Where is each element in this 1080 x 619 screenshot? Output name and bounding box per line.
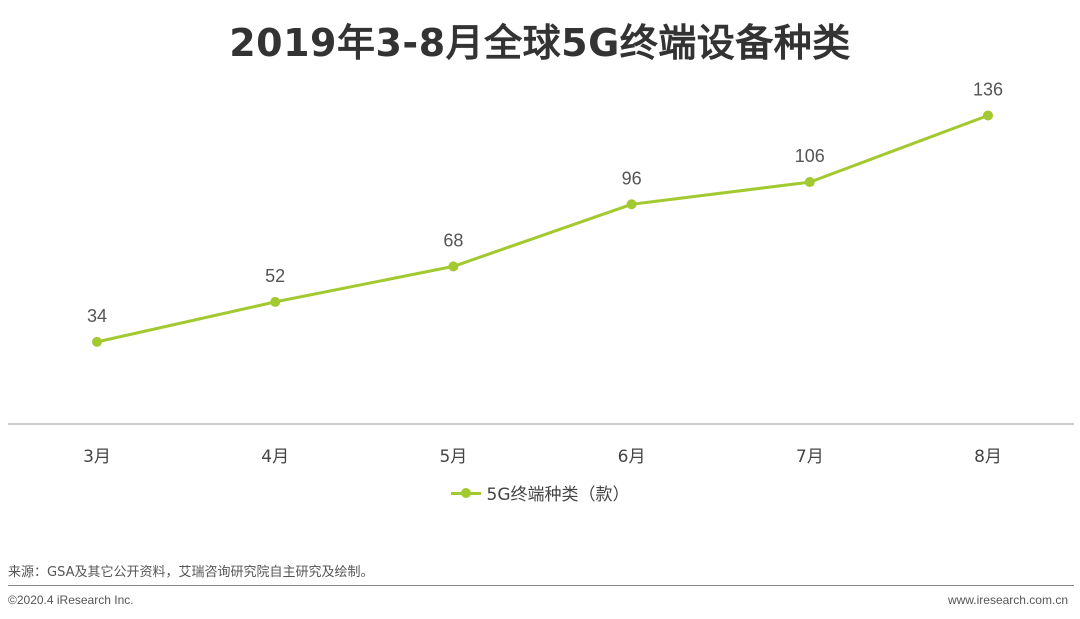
legend: 5G终端种类（款） — [0, 480, 1080, 505]
footer-divider — [8, 585, 1074, 586]
x-tick-label: 4月 — [261, 447, 289, 467]
data-point — [92, 336, 102, 347]
data-label: 34 — [87, 306, 107, 326]
data-point — [804, 177, 815, 188]
x-tick-label: 5月 — [439, 447, 467, 467]
legend-label: 5G终端种类（款） — [486, 485, 630, 505]
series-group — [92, 110, 993, 347]
x-tick-label: 6月 — [618, 447, 646, 467]
series-line — [96, 114, 989, 344]
line-chart: 34 52 68 96 106 136 3月 4月 5月 6月 7月 8月 — [8, 79, 1074, 467]
x-tick-label: 7月 — [796, 447, 824, 467]
data-label: 106 — [795, 146, 825, 166]
x-tick-label: 8月 — [974, 447, 1002, 467]
chart-title: 2019年3-8月全球5G终端设备种类 — [229, 21, 851, 65]
data-label: 68 — [443, 230, 463, 250]
website-text: www.iresearch.com.cn — [947, 593, 1068, 607]
x-tick-group: 3月 4月 5月 6月 7月 8月 — [83, 447, 1002, 467]
data-point — [270, 296, 281, 307]
copyright-text: ©2020.4 iResearch Inc. — [8, 593, 134, 607]
data-label: 136 — [973, 79, 1003, 99]
data-label-group: 34 52 68 96 106 136 — [87, 79, 1003, 325]
data-label: 96 — [622, 168, 642, 188]
data-point — [448, 261, 459, 272]
data-label: 52 — [265, 266, 285, 286]
x-tick-label: 3月 — [83, 447, 111, 467]
legend-swatch — [450, 487, 481, 499]
data-point — [983, 110, 993, 121]
data-point — [626, 199, 637, 210]
source-note: 来源：GSA及其它公开资料，艾瑞咨询研究院自主研究及绘制。 — [8, 565, 374, 580]
